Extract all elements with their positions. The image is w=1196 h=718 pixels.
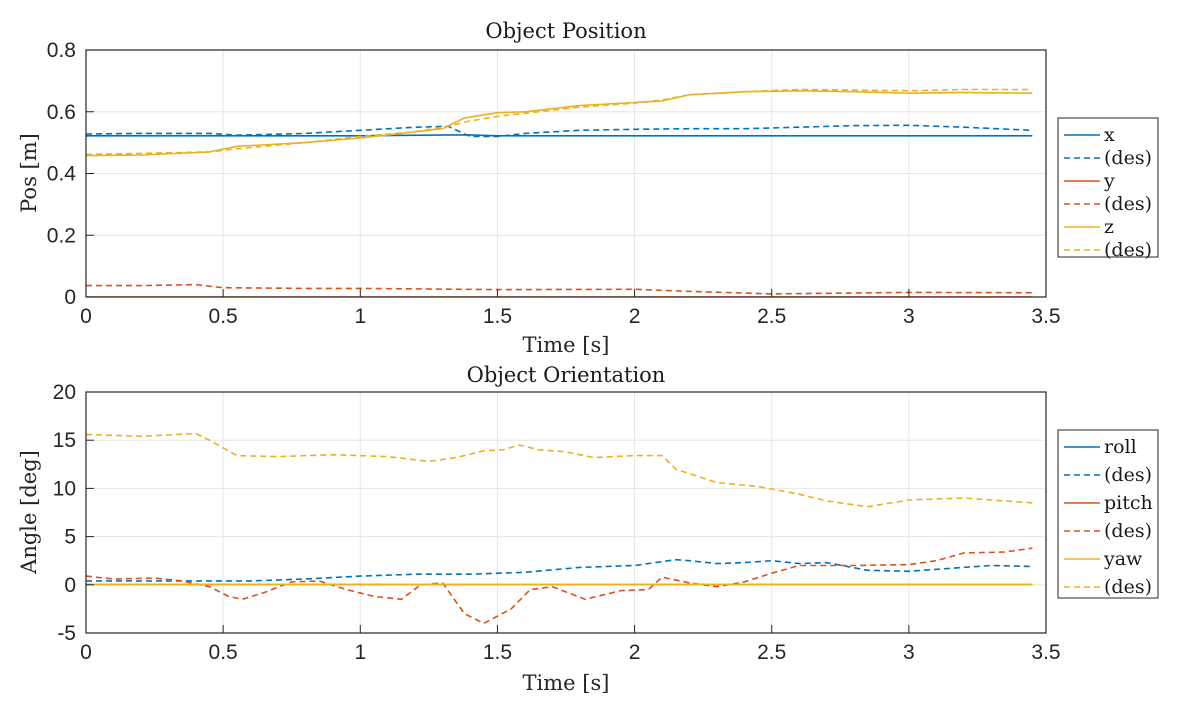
orientation-legend-label-1: (des) [1104,464,1152,486]
position-y-tick-label: 0 [64,286,76,309]
orientation-y-tick-label: 15 [53,429,76,452]
orientation-legend: roll (des) pitch (des) yaw (des) [1057,429,1159,599]
position-x-tick-label: 2 [629,305,641,328]
position-series-line-3 [86,283,1033,295]
orientation-legend-box [1057,429,1159,599]
orientation-x-tick-label: 2 [629,641,641,664]
orientation-legend-label-5: (des) [1104,576,1152,598]
orientation-y-tick-label: 20 [53,381,76,404]
orientation-x-tick-label: 0 [80,641,92,664]
position-x-tick-label: 2.5 [757,305,786,328]
position-legend-label-5: (des) [1104,239,1152,261]
position-legend-label-1: (des) [1104,147,1152,169]
orientation-y-tick-label: 0 [64,574,76,597]
position-x-tick-label: 3 [903,305,915,328]
position-y-tick-label: 0.4 [47,163,77,186]
orientation-y-tick-label: -5 [57,622,76,645]
orientation-x-tick-label: 3 [903,641,915,664]
orientation-series-layer [86,432,1033,625]
orientation-x-tick-label: 1 [354,641,366,664]
position-x-tick-label: 0 [80,305,92,328]
orientation-x-tick-label: 1.5 [483,641,512,664]
orientation-x-tick-label: 3.5 [1031,641,1060,664]
position-series-layer [86,88,1033,297]
orientation-legend-label-4: yaw [1103,548,1143,570]
position-legend-label-0: x [1104,124,1115,146]
position-ticks: 0 0.5 1 1.5 2 2.5 3 3.5 0 0.2 0.4 0.6 0.8 [47,39,1061,328]
position-y-tick-label: 0.2 [47,224,76,247]
orientation-series-line-5 [86,432,1033,508]
orientation-y-tick-label: 10 [53,477,76,500]
position-chart: Object Position 0 0.5 1 1.5 2 2.5 3 3.500.20.40… [17,19,1159,357]
position-legend-label-4: z [1104,216,1114,238]
orientation-axes-box [85,391,1047,634]
orientation-x-axis-label: Time [s] [523,671,610,695]
position-y-axis-label: Pos [m] [17,133,41,213]
position-y-tick-label: 0.6 [47,101,76,124]
position-legend-box [1057,117,1159,258]
position-x-tick-label: 0.5 [209,305,238,328]
position-chart-title: Object Position [485,19,646,43]
orientation-plot-area [86,392,1046,633]
orientation-y-axis-label: Angle [deg] [17,450,41,575]
orientation-legend-label-0: roll [1104,436,1137,458]
orientation-series-line-3 [86,547,1033,625]
position-x-axis-label: Time [s] [523,333,610,357]
position-x-tick-label: 1 [354,305,366,328]
orientation-chart-title: Object Orientation [467,363,666,387]
orientation-x-tick-label: 2.5 [757,641,786,664]
position-x-tick-label: 1.5 [483,305,512,328]
position-y-tick-label: 0.8 [47,39,76,62]
position-legend-label-2: y [1103,170,1115,192]
orientation-y-tick-label: 5 [64,526,76,549]
position-series-line-5 [86,88,1033,156]
position-series-line-4 [86,90,1033,157]
orientation-series-line-1 [86,558,1033,582]
position-series-line-1 [86,124,1033,138]
position-legend: x(des)y(des)z(des) [1057,117,1159,261]
position-x-tick-label: 3.5 [1031,305,1060,328]
orientation-legend-label-2: pitch [1104,492,1153,514]
orientation-legend-label-3: (des) [1104,520,1152,542]
orientation-x-tick-label: 0.5 [209,641,238,664]
orientation-chart: Object Orientation 0 0.5 1 1.5 2 2.5 3 3.5-5051… [17,363,1159,695]
position-legend-label-3: (des) [1104,193,1152,215]
